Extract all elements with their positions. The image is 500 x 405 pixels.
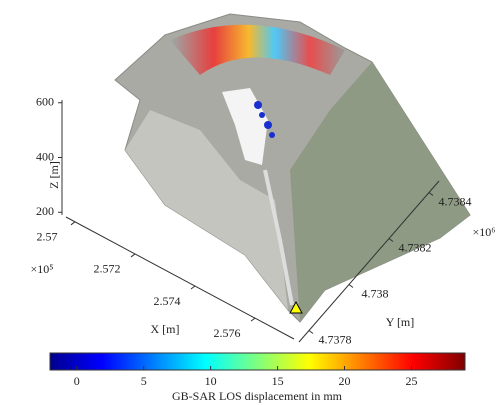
x-tick-label: 2.576 xyxy=(214,326,241,340)
x-tick xyxy=(250,317,256,322)
colorbar-tick-label: 15 xyxy=(272,374,284,388)
x-tick xyxy=(190,285,196,290)
y-tick xyxy=(428,192,434,196)
colorbar-tick-label: 10 xyxy=(205,374,217,388)
y-axis xyxy=(298,180,440,343)
colorbar-tick-label: 5 xyxy=(141,374,147,388)
y-tick-label: 4.7384 xyxy=(439,194,472,208)
colorbar-tick-label: 0 xyxy=(74,374,80,388)
x-tick xyxy=(70,221,76,226)
colorbar-tick-label: 25 xyxy=(405,374,417,388)
y-label: Y [m] xyxy=(386,315,415,329)
z-label: Z [m] xyxy=(47,161,61,189)
y-tick-label: 4.7382 xyxy=(399,240,432,254)
terrain xyxy=(114,13,471,323)
y-exponent: ×10⁶ xyxy=(473,225,496,239)
y-tick xyxy=(348,284,354,288)
colorbar-tick-label: 20 xyxy=(339,374,351,388)
z-tick-label: 600 xyxy=(36,94,54,108)
y-tick xyxy=(388,238,394,242)
x-tick-label: 2.57 xyxy=(37,230,58,244)
x-tick xyxy=(130,253,136,258)
z-tick-label: 400 xyxy=(36,149,54,163)
y-tick-label: 4.738 xyxy=(362,286,389,300)
x-label: X [m] xyxy=(151,322,180,336)
z-tick-label: 200 xyxy=(36,204,54,218)
y-tick-label: 4.7378 xyxy=(319,332,352,346)
x-tick-label: 2.574 xyxy=(154,294,181,308)
x-exponent: ×10⁵ xyxy=(31,262,54,276)
colorbar-label: GB-SAR LOS displacement in mm xyxy=(172,389,343,403)
y-tick xyxy=(308,330,314,334)
colorbar xyxy=(49,352,466,371)
x-tick-label: 2.572 xyxy=(94,262,121,276)
x-axis xyxy=(65,216,295,340)
